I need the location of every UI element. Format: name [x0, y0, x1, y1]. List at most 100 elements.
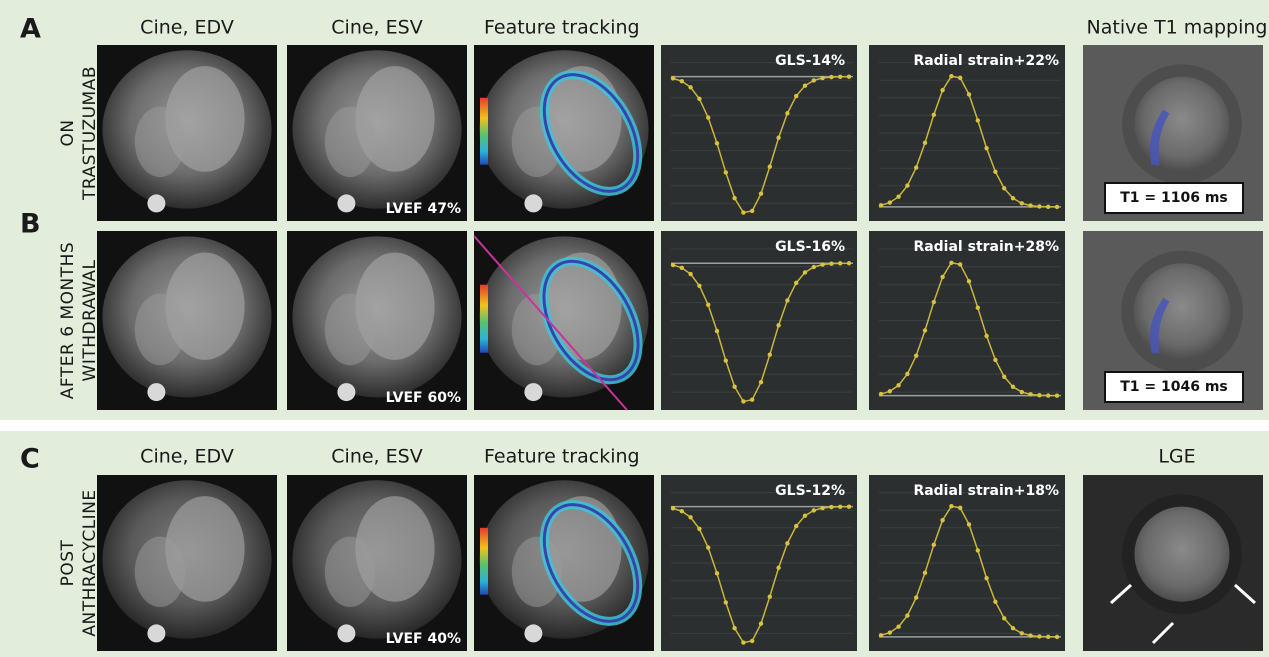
curve-point: [967, 92, 971, 96]
curve-point: [732, 626, 736, 630]
curve-point: [759, 191, 763, 195]
t1-value: T1 = 1046 ms: [1120, 379, 1228, 395]
curve-point: [671, 76, 675, 80]
curve-point: [785, 298, 789, 302]
curve-point: [820, 506, 824, 510]
curve-point: [785, 541, 789, 545]
curve-point: [812, 508, 816, 512]
curve-point: [803, 84, 807, 88]
curve-point: [829, 75, 833, 79]
vessel: [337, 624, 355, 642]
curve-point: [812, 78, 816, 82]
curve-point: [741, 210, 745, 214]
lv-cavity: [1134, 77, 1229, 172]
heart-chamber: [325, 107, 375, 177]
curve-point: [879, 203, 883, 207]
heart-chamber: [135, 537, 185, 607]
curve-point: [932, 113, 936, 117]
curve-point: [949, 74, 953, 78]
curve-point: [680, 509, 684, 513]
curve-point: [940, 518, 944, 522]
lvef-label: LVEF 40%: [386, 631, 461, 647]
row-label: POST: [58, 539, 78, 586]
heart-chamber: [325, 537, 375, 607]
lvef-label: LVEF 47%: [386, 201, 461, 217]
curve-point: [1055, 635, 1059, 639]
column-header: Cine, ESV: [331, 17, 422, 39]
curve-point: [1002, 616, 1006, 620]
curve-point: [905, 372, 909, 376]
curve-point: [879, 392, 883, 396]
curve-point: [976, 305, 980, 309]
curve-point: [776, 136, 780, 140]
lv-cavity: [1134, 507, 1229, 602]
curve-point: [1020, 390, 1024, 394]
figure: Cine, EDVCine, ESVFeature trackingNative…: [0, 0, 1269, 657]
curve-point: [794, 524, 798, 528]
curve-point: [1046, 635, 1050, 639]
curve-point: [940, 88, 944, 92]
panel-letter: B: [20, 209, 41, 240]
curve-point: [838, 261, 842, 265]
curve-point: [1011, 196, 1015, 200]
curve-point: [896, 625, 900, 629]
curve-point: [697, 284, 701, 288]
vessel: [147, 194, 165, 212]
curve-point: [1011, 385, 1015, 389]
curve-point: [697, 97, 701, 101]
curve-point: [794, 94, 798, 98]
curve-point: [905, 613, 909, 617]
curve-point: [750, 398, 754, 402]
heart-chamber: [135, 294, 185, 366]
curve-point: [706, 115, 710, 119]
gls-label: GLS-14%: [775, 53, 845, 69]
curve-point: [1002, 186, 1006, 190]
curve-point: [1020, 201, 1024, 205]
curve-point: [896, 195, 900, 199]
curve-point: [932, 543, 936, 547]
curve-point: [847, 75, 851, 79]
curve-point: [1002, 375, 1006, 379]
curve-point: [984, 146, 988, 150]
curve-point: [984, 334, 988, 338]
curve-point: [923, 328, 927, 332]
curve-point: [932, 300, 936, 304]
curve-point: [768, 164, 772, 168]
lv-cavity: [1134, 263, 1231, 360]
curve-point: [967, 279, 971, 283]
curve-point: [888, 630, 892, 634]
curve-point: [724, 170, 728, 174]
curve-point: [1028, 203, 1032, 207]
curve-point: [838, 75, 842, 79]
heart-chamber: [135, 107, 185, 177]
curve-point: [949, 504, 953, 508]
curve-point: [847, 261, 851, 265]
curve-point: [1020, 631, 1024, 635]
heart-chamber: [325, 294, 375, 366]
curve-point: [671, 506, 675, 510]
curve-point: [803, 270, 807, 274]
curve-point: [759, 621, 763, 625]
curve-point: [1055, 393, 1059, 397]
radial-strain-label: Radial strain+22%: [913, 53, 1059, 69]
gls-label: GLS-16%: [775, 239, 845, 255]
curve-point: [794, 281, 798, 285]
curve-point: [680, 79, 684, 83]
curve-point: [888, 389, 892, 393]
curve-point: [847, 505, 851, 509]
curve-point: [958, 506, 962, 510]
radial-strain-label: Radial strain+18%: [913, 483, 1059, 499]
curve-point: [1037, 634, 1041, 638]
vessel: [147, 383, 165, 401]
curve-point: [750, 209, 754, 213]
curve-point: [820, 262, 824, 266]
curve-point: [741, 399, 745, 403]
curve-point: [785, 111, 789, 115]
curve-point: [820, 76, 824, 80]
column-header: LGE: [1158, 446, 1195, 468]
curve-point: [803, 514, 807, 518]
column-header: Cine, EDV: [140, 17, 234, 39]
vessel: [337, 194, 355, 212]
curve-point: [896, 383, 900, 387]
curve-point: [1028, 392, 1032, 396]
